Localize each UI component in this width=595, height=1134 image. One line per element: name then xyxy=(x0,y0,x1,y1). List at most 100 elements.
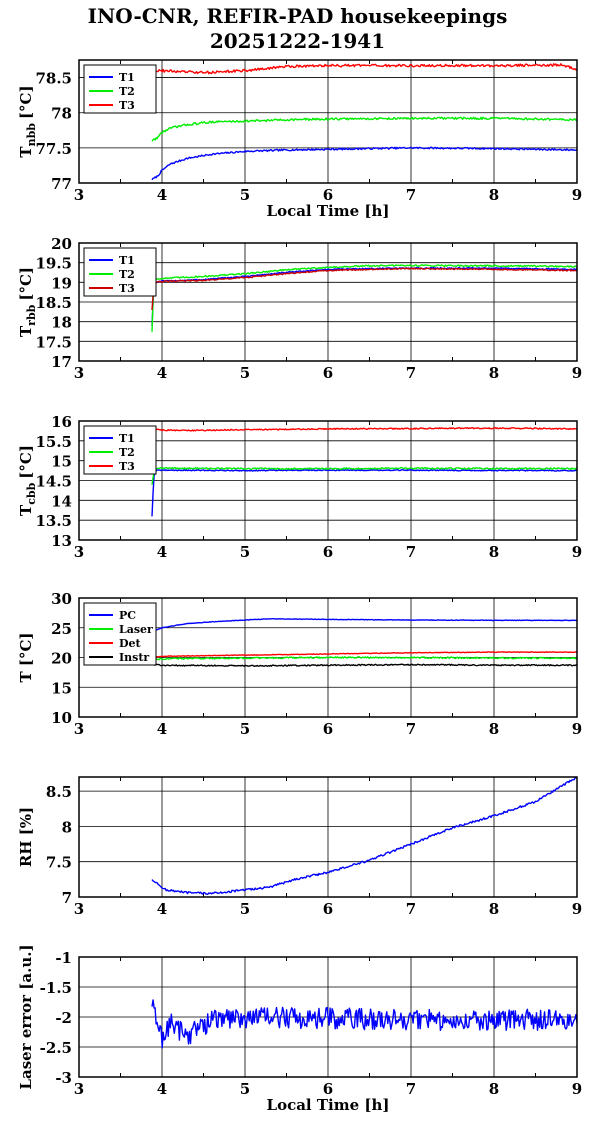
y-tick-label: 16 xyxy=(51,413,72,431)
x-tick-label: 3 xyxy=(74,1080,84,1098)
legend-label: T3 xyxy=(119,99,135,112)
series-line-t3 xyxy=(151,63,578,75)
x-tick-label: 9 xyxy=(572,720,582,738)
y-tick-label: -2.5 xyxy=(40,1039,72,1057)
x-tick-label: 5 xyxy=(240,364,250,382)
x-tick-label: 4 xyxy=(157,364,167,382)
x-tick-label: 7 xyxy=(406,543,416,561)
series-line-t2 xyxy=(151,466,578,485)
y-tick-label: 17 xyxy=(51,353,72,371)
y-axis-label: Trbb[°C] xyxy=(17,267,38,337)
y-tick-label: 19 xyxy=(51,274,72,292)
legend-label: T2 xyxy=(119,268,135,281)
x-tick-label: 3 xyxy=(74,364,84,382)
plot-frame xyxy=(78,242,578,362)
x-tick-label: 5 xyxy=(240,1080,250,1098)
x-tick-label: 8 xyxy=(489,1080,499,1098)
series-line-laser xyxy=(151,656,578,661)
series-line-t3 xyxy=(151,267,578,311)
y-tick-label: 30 xyxy=(51,590,72,608)
x-tick-label: 9 xyxy=(572,186,582,204)
y-tick-label: 8 xyxy=(62,818,72,836)
legend-label: T1 xyxy=(119,254,135,267)
x-tick-label: 6 xyxy=(323,364,333,382)
y-tick-label: 18.5 xyxy=(35,294,72,312)
y-tick-label: 20 xyxy=(51,650,72,668)
x-tick-label: 4 xyxy=(157,720,167,738)
series-line-t1 xyxy=(151,146,578,181)
x-tick-label: 8 xyxy=(489,186,499,204)
x-tick-label: 3 xyxy=(74,186,84,204)
series-line-t2 xyxy=(151,264,578,332)
y-tick-label: 78 xyxy=(51,105,72,123)
y-tick-label: 7.5 xyxy=(46,854,72,872)
x-tick-label: 9 xyxy=(572,543,582,561)
legend-label: T2 xyxy=(119,446,135,459)
y-tick-label: 15.5 xyxy=(35,433,72,451)
x-tick-label: 5 xyxy=(240,900,250,918)
legend-label: Laser xyxy=(119,623,153,636)
x-tick-label: 7 xyxy=(406,364,416,382)
series-line-instr xyxy=(151,663,578,667)
panel-rh: 7 7.5 8 8.5 3 4 5 6 7 8 9 RH [%] xyxy=(17,776,582,918)
x-tick-label: 6 xyxy=(323,186,333,204)
x-tick-label: 8 xyxy=(489,720,499,738)
y-axis-label: Laser error [a.u.] xyxy=(17,944,35,1089)
y-tick-label: 15 xyxy=(51,453,72,471)
legend-label: T1 xyxy=(119,71,135,84)
x-tick-label: 3 xyxy=(74,543,84,561)
y-axis-label: RH [%] xyxy=(17,807,35,867)
x-tick-label: 9 xyxy=(572,900,582,918)
series-line-rh xyxy=(151,776,578,896)
legend-label: T3 xyxy=(119,460,135,473)
y-tick-label: 25 xyxy=(51,620,72,638)
figure-title-line-2: 20251222-1941 xyxy=(209,29,386,53)
y-tick-label: 17.5 xyxy=(35,333,72,351)
x-tick-label: 4 xyxy=(157,186,167,204)
x-tick-label: 7 xyxy=(406,900,416,918)
x-tick-label: 5 xyxy=(240,543,250,561)
y-tick-label: 8.5 xyxy=(46,783,72,801)
legend-label: T2 xyxy=(119,85,135,98)
series-line-laser xyxy=(151,999,578,1049)
y-tick-label: 19.5 xyxy=(35,255,72,273)
legend-label: T3 xyxy=(119,282,135,295)
x-tick-label: 5 xyxy=(240,720,250,738)
y-tick-label: 14 xyxy=(51,492,72,510)
x-tick-label: 9 xyxy=(572,364,582,382)
x-tick-label: 4 xyxy=(157,1080,167,1098)
x-tick-label: 3 xyxy=(74,900,84,918)
series-line-t3 xyxy=(151,426,578,432)
y-tick-label: 77.5 xyxy=(35,140,72,158)
y-tick-label: -2 xyxy=(55,1009,72,1027)
x-tick-label: 5 xyxy=(240,186,250,204)
y-axis-label: Tcbb[°C] xyxy=(17,445,38,516)
series-line-det xyxy=(151,651,578,659)
panel-laser: -3 -2.5 -2 -1.5 -1 3 4 5 6 7 8 9 Local Time [h] Laser… xyxy=(17,944,582,1114)
y-tick-label: 77 xyxy=(51,175,72,193)
y-tick-label: 20 xyxy=(51,235,72,253)
y-tick-label: 18 xyxy=(51,314,72,332)
plot-frame xyxy=(78,420,578,541)
x-tick-label: 8 xyxy=(489,364,499,382)
figure-title-line-1: INO-CNR, REFIR-PAD housekeepings xyxy=(87,4,508,28)
y-tick-label: -3 xyxy=(55,1069,72,1087)
plot-frame xyxy=(78,597,578,718)
x-tick-label: 4 xyxy=(157,543,167,561)
plot-frame xyxy=(78,776,578,898)
y-axis-label: T [°C] xyxy=(17,632,35,682)
plot-frame xyxy=(78,59,578,184)
y-tick-label: 10 xyxy=(51,709,72,727)
x-tick-label: 7 xyxy=(406,1080,416,1098)
legend-box xyxy=(83,602,157,666)
x-tick-label: 8 xyxy=(489,543,499,561)
legend-label: T1 xyxy=(119,432,135,445)
y-tick-label: 13 xyxy=(51,532,72,550)
y-tick-label: -1.5 xyxy=(40,979,72,997)
